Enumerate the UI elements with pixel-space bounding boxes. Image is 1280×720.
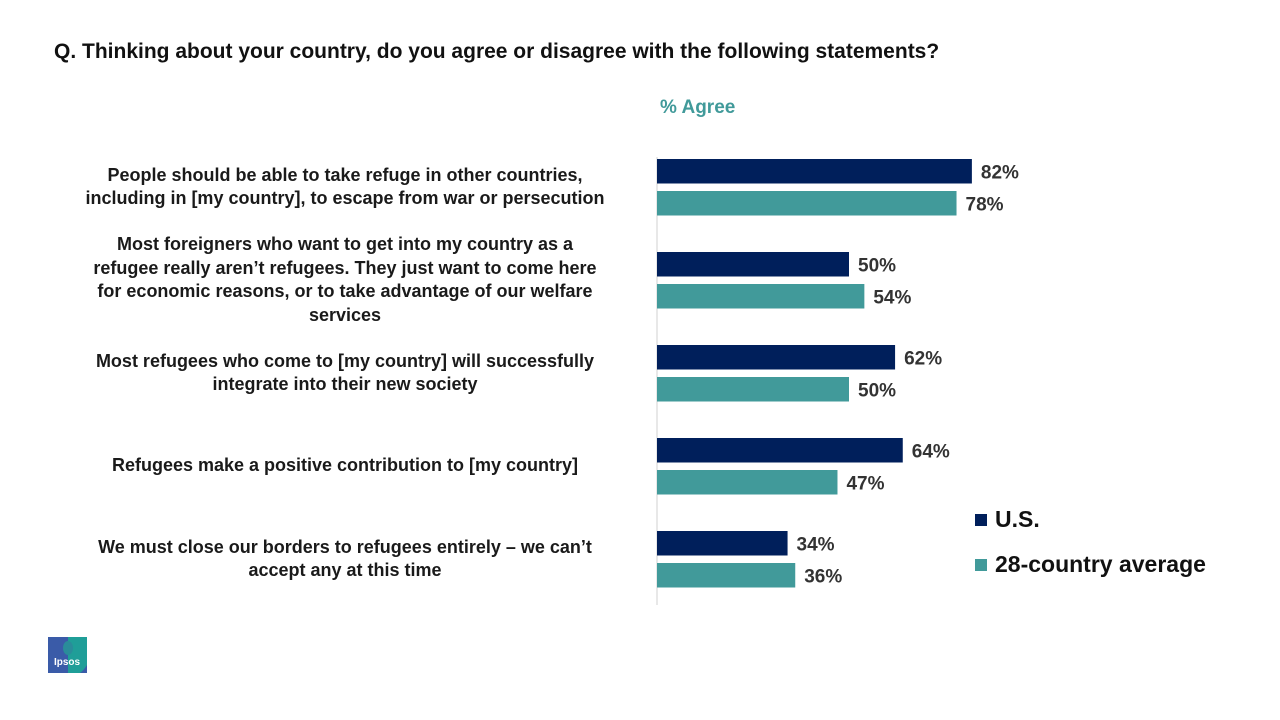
bar-us [657,345,896,370]
data-label: 36% [804,566,842,587]
legend-label: 28-country average [995,551,1206,577]
category-label-line: Refugees make a positive contribution to… [111,455,579,476]
bar-average [657,470,838,495]
data-label: 47% [846,473,884,494]
bar-us [657,159,972,184]
data-label: 50% [858,255,896,276]
data-label: 34% [797,534,835,555]
legend-swatch [975,513,987,526]
data-label: 54% [873,287,911,308]
data-label: 64% [912,441,950,462]
legend-item-average: 28-country average [975,551,1206,578]
category-label: Most foreigners who want to get into my … [45,233,645,327]
category-label-line: including in [my country], to escape fro… [85,188,605,208]
bar-us [657,531,788,556]
category-label-line: integrate into their new society [212,374,478,394]
category-label-line: for economic reasons, or to take advanta… [97,281,593,301]
svg-text:Ipsos: Ipsos [54,657,81,668]
category-label: Refugees make a positive contribution to… [45,454,645,478]
bar-average [657,377,849,402]
category-label-line: Most refugees who come to [my country] w… [95,350,595,371]
category-label: Most refugees who come to [my country] w… [45,350,645,397]
chart-subtitle: % Agree [660,97,736,118]
data-label: 78% [966,194,1004,215]
category-label: We must close our borders to refugees en… [45,536,645,583]
bar-average [657,191,957,216]
category-label-line: People should be able to take refuge in … [107,164,583,185]
category-label-line: Most foreigners who want to get into my … [116,234,574,254]
data-label: 82% [981,162,1019,183]
data-label: 50% [858,380,896,401]
data-label: 62% [904,348,942,369]
category-label-line: services [308,304,382,325]
category-label-line: refugee really aren’t refugees. They jus… [93,257,597,278]
category-label-line: accept any at this time [248,560,442,580]
ipsos-logo: Ipsos [48,637,87,673]
category-label-line: We must close our borders to refugees en… [98,536,592,557]
legend-item-us: U.S. [975,506,1040,533]
category-label: People should be able to take refuge in … [45,164,645,211]
legend-swatch [975,558,987,571]
bar-average [657,284,865,309]
chart-title: Q. Thinking about your country, do you a… [54,40,940,63]
bar-us [657,252,849,277]
bar-average [657,563,796,588]
bar-us [657,438,903,463]
legend-label: U.S. [995,506,1040,532]
